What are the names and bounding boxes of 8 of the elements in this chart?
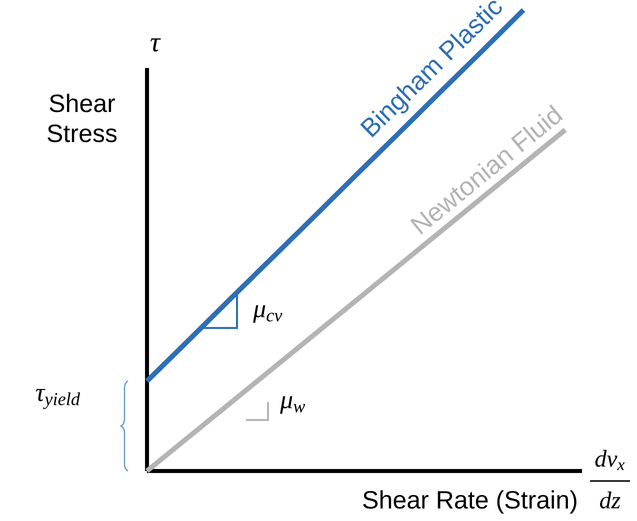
- text: τ$_{yield}$: [36, 388, 80, 409]
- x-axis-title: Shear Rate (Strain): [363, 490, 576, 514]
- text: dz: [600, 492, 620, 508]
- annotation: τ: [150, 38, 161, 52]
- y-axis-title: Shear Stress: [48, 94, 117, 142]
- text: dv$_{x}$: [595, 450, 625, 470]
- annotation: μ$_{w}$: [280, 396, 306, 414]
- annotation: μ$_{cv}$: [253, 305, 282, 323]
